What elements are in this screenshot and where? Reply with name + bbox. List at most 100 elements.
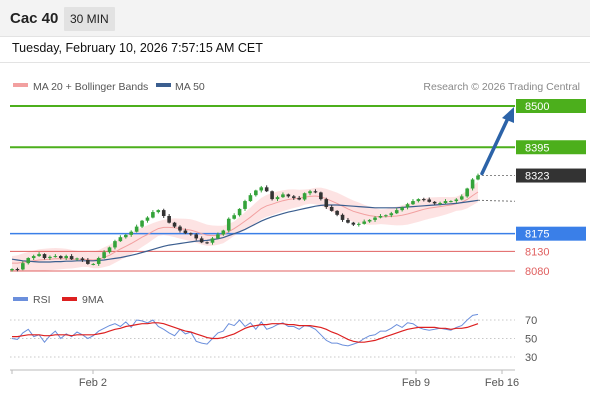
x-tick-label: Feb 2 [79,377,107,389]
candle [140,219,144,228]
candle [58,255,63,260]
ma50-line [11,199,479,263]
bollinger-legend-label: MA 20 + Bollinger Bands [33,81,148,93]
candle [69,254,74,260]
candle [422,197,426,202]
candle [199,236,204,244]
resistance-tag-8500 [516,99,586,113]
candle [123,234,128,239]
candle [367,219,372,223]
candle [373,216,377,222]
candle [324,197,329,209]
candle [96,256,101,266]
candle [183,228,188,235]
rsi-ma-legend-swatch [62,297,77,301]
rsi-tick-label: 30 [525,352,537,364]
pivot-label-8175: 8175 [525,229,549,241]
candle [107,246,112,254]
candle [129,230,134,237]
candle [42,253,47,260]
timeframe-badge[interactable]: 30 MIN [64,7,115,31]
candle [178,225,182,233]
candle [134,224,139,233]
candle [264,185,269,193]
ma50-legend-swatch [156,83,171,87]
candle [91,263,96,266]
candle [216,232,220,240]
candle [194,233,199,241]
resistance-tag-8395 [516,140,586,155]
candle [346,217,350,224]
last-tag-8323 [516,168,586,183]
candle [156,209,161,214]
target-arrow-shaft [480,114,511,176]
widget-header: Cac 40 30 MIN [0,0,590,37]
candle [459,194,464,201]
candle [26,257,31,265]
candle [297,195,301,201]
candle [291,194,296,200]
rsi-line [11,313,479,347]
candle [37,252,41,257]
candle [248,193,253,202]
candle [476,173,480,181]
candlestick-layer [10,173,480,272]
candle [189,232,193,236]
candle [259,185,264,193]
resistance-label-8395: 8395 [525,142,549,154]
support-label-8080: 8080 [525,266,549,278]
candle [449,200,453,203]
candle [432,201,437,205]
target-arrow-layer [480,107,514,176]
candle [329,205,334,212]
price-label-layer: 8500 8395 8323 8175 8130 8080 [516,99,586,278]
price-level-layer [10,105,515,272]
candle [270,190,274,201]
ma50-legend-label: MA 50 [175,81,205,93]
candle [335,210,339,217]
candle [438,201,442,206]
candle [232,213,236,220]
candle [118,235,123,242]
candle [400,206,404,212]
candle [31,254,36,260]
x-tick-label: Feb 9 [402,377,430,389]
instrument-title: Cac 40 [10,10,59,27]
candle [221,229,226,236]
candle [281,192,285,198]
candle [145,216,150,223]
candle [384,214,388,218]
rsi-tick-label: 70 [525,315,537,327]
candle [378,214,383,219]
candle [362,219,367,225]
candle [416,198,421,203]
candle [48,255,52,260]
candle [340,213,345,222]
pivot-tag-8175 [516,226,586,241]
target-arrow-head [502,107,514,123]
candle [102,250,106,259]
rsi-ma-legend-label: 9MA [82,294,104,306]
candle [394,208,399,215]
candle [302,192,307,201]
rsi-legend-label: RSI [33,294,51,306]
candle [151,210,155,219]
rsi-panel: 70 50 30 [10,313,537,364]
timestamp: Tuesday, February 10, 2026 7:57:15 AM CE… [12,41,263,55]
candle [275,195,280,202]
candle [243,199,247,211]
candle [427,197,432,203]
candle [313,189,318,194]
candle [237,208,242,217]
rsi-ma-line [12,322,479,343]
candle [254,189,258,197]
candle [80,257,85,262]
candle [308,189,312,196]
bollinger-band-layer [12,181,478,272]
resistance-label-8500: 8500 [525,101,549,113]
candle [356,222,361,227]
candle [64,254,68,260]
last-label-8323: 8323 [525,171,549,183]
